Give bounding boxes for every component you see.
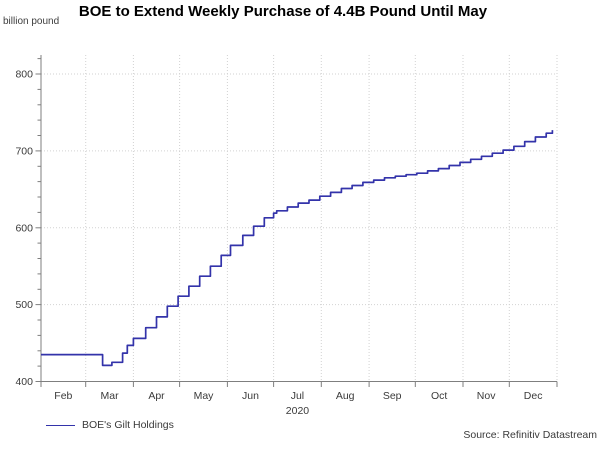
- x-tick-label-month: Sep: [383, 390, 402, 402]
- x-tick-label-month: Feb: [54, 390, 72, 402]
- x-tick-label-month: Aug: [336, 390, 355, 402]
- y-tick-label: 500: [15, 299, 33, 311]
- source-attribution: Source: Refinitiv Datastream: [463, 429, 597, 441]
- x-axis-year-label: 2020: [286, 405, 310, 417]
- x-tick-label-month: Jul: [291, 390, 304, 402]
- legend: BOE's Gilt Holdings: [46, 419, 174, 431]
- x-tick-label-month: Dec: [524, 390, 543, 402]
- y-tick-label: 400: [15, 376, 33, 388]
- x-tick-label-month: Mar: [101, 390, 120, 402]
- x-tick-label-month: Nov: [477, 390, 496, 402]
- x-tick-label-month: Jun: [242, 390, 259, 402]
- y-tick-label: 800: [15, 69, 33, 81]
- x-tick-label-month: Apr: [148, 390, 165, 402]
- y-tick-label: 600: [15, 222, 33, 234]
- legend-series-label: BOE's Gilt Holdings: [82, 419, 174, 431]
- legend-line-swatch: [46, 424, 75, 426]
- y-tick-label: 700: [15, 145, 33, 157]
- data-line-boe-gilt-holdings: [41, 130, 554, 367]
- chart-title: BOE to Extend Weekly Purchase of 4.4B Po…: [78, 3, 488, 20]
- y-axis-unit-label: billion pound: [3, 16, 60, 27]
- x-tick-label-month: May: [194, 390, 215, 402]
- x-tick-label-month: Oct: [431, 390, 447, 402]
